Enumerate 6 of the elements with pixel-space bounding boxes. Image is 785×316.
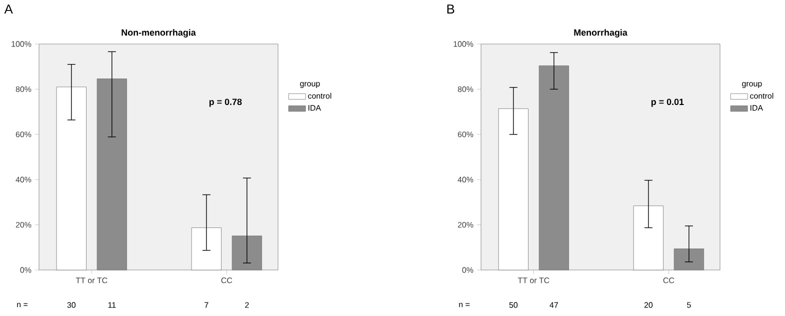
annotation: p = 0.78 bbox=[209, 98, 242, 107]
annotation: p = 0.01 bbox=[651, 98, 684, 107]
chart-title: Menorrhagia bbox=[574, 29, 628, 38]
text: B bbox=[447, 4, 454, 14]
chart-title: Non-menorrhagia bbox=[122, 29, 196, 38]
text: A bbox=[4, 4, 13, 14]
